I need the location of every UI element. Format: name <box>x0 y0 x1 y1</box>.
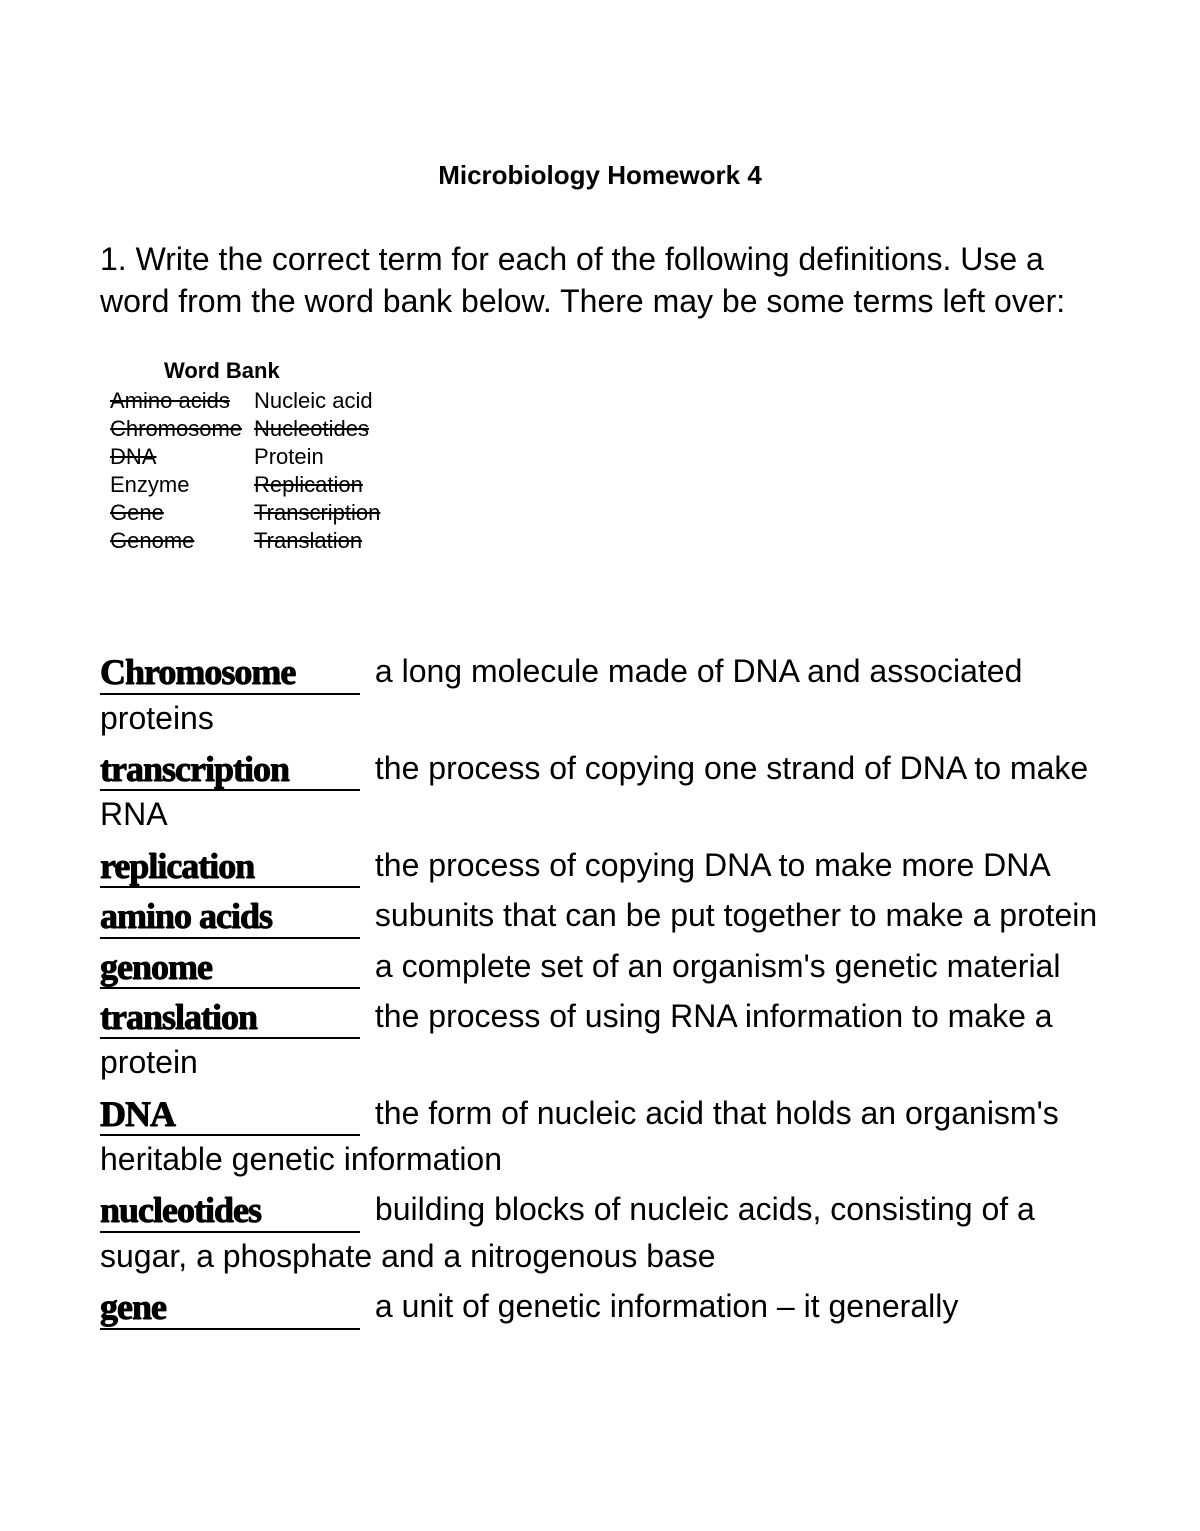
word-bank-term: Enzyme <box>108 472 252 500</box>
word-bank-term: Gene <box>108 500 252 528</box>
definition-row: amino acids subunits that can be put tog… <box>100 890 1100 938</box>
definition-text: the process of copying DNA to make more … <box>366 847 1051 883</box>
handwritten-answer: replication <box>100 848 254 884</box>
answer-blank[interactable]: replication <box>100 840 360 888</box>
word-bank-term: Translation <box>252 528 390 556</box>
definition-row: Chromosome a long molecule made of DNA a… <box>100 646 1100 741</box>
definition-text: subunits that can be put together to mak… <box>366 897 1097 933</box>
word-bank-term: Replication <box>252 472 390 500</box>
word-bank-row: GeneTranscription <box>108 500 390 528</box>
definition-row: replication the process of copying DNA t… <box>100 840 1100 888</box>
word-bank-term: DNA <box>108 444 252 472</box>
answer-blank[interactable]: amino acids <box>100 890 360 938</box>
handwritten-answer: amino acids <box>100 898 272 934</box>
word-bank-row: DNAProtein <box>108 444 390 472</box>
word-bank-term: Nucleotides <box>252 416 390 444</box>
worksheet-page: Microbiology Homework 4 1. Write the cor… <box>0 0 1200 1531</box>
page-title: Microbiology Homework 4 <box>100 160 1100 191</box>
answer-blank[interactable]: nucleotides <box>100 1184 360 1232</box>
word-bank-term: Genome <box>108 528 252 556</box>
answer-blank[interactable]: transcription <box>100 743 360 791</box>
word-bank-term: Amino acids <box>108 388 252 416</box>
word-bank-term: Nucleic acid <box>252 388 390 416</box>
handwritten-answer: transcription <box>100 751 289 787</box>
definition-row: transcription the process of copying one… <box>100 743 1100 838</box>
handwritten-answer: Chromosome <box>100 654 295 690</box>
word-bank: Word Bank Amino acidsNucleic acidChromos… <box>108 358 1100 556</box>
answer-blank[interactable]: DNA <box>100 1088 360 1136</box>
definition-row: gene a unit of genetic information – it … <box>100 1281 1100 1329</box>
definition-row: translation the process of using RNA inf… <box>100 991 1100 1086</box>
word-bank-row: GenomeTranslation <box>108 528 390 556</box>
answer-blank[interactable]: genome <box>100 941 360 989</box>
answer-blank[interactable]: translation <box>100 991 360 1039</box>
definitions-list: Chromosome a long molecule made of DNA a… <box>100 646 1100 1329</box>
handwritten-answer: gene <box>100 1289 166 1325</box>
word-bank-row: ChromosomeNucleotides <box>108 416 390 444</box>
word-bank-row: EnzymeReplication <box>108 472 390 500</box>
word-bank-table: Amino acidsNucleic acidChromosomeNucleot… <box>108 388 390 556</box>
handwritten-answer: nucleotides <box>100 1192 261 1228</box>
word-bank-term: Protein <box>252 444 390 472</box>
handwritten-answer: DNA <box>100 1096 175 1132</box>
handwritten-answer: genome <box>100 949 212 985</box>
definition-row: DNA the form of nucleic acid that holds … <box>100 1088 1100 1183</box>
word-bank-row: Amino acidsNucleic acid <box>108 388 390 416</box>
answer-blank[interactable]: gene <box>100 1281 360 1329</box>
word-bank-term: Transcription <box>252 500 390 528</box>
handwritten-answer: translation <box>100 999 257 1035</box>
definition-row: nucleotides building blocks of nucleic a… <box>100 1184 1100 1279</box>
definition-text: a complete set of an organism's genetic … <box>366 948 1060 984</box>
definition-row: genome a complete set of an organism's g… <box>100 941 1100 989</box>
question-instructions: 1. Write the correct term for each of th… <box>100 239 1100 322</box>
word-bank-heading: Word Bank <box>164 358 1100 384</box>
definition-text: a unit of genetic information – it gener… <box>366 1288 958 1324</box>
word-bank-term: Chromosome <box>108 416 252 444</box>
answer-blank[interactable]: Chromosome <box>100 646 360 694</box>
